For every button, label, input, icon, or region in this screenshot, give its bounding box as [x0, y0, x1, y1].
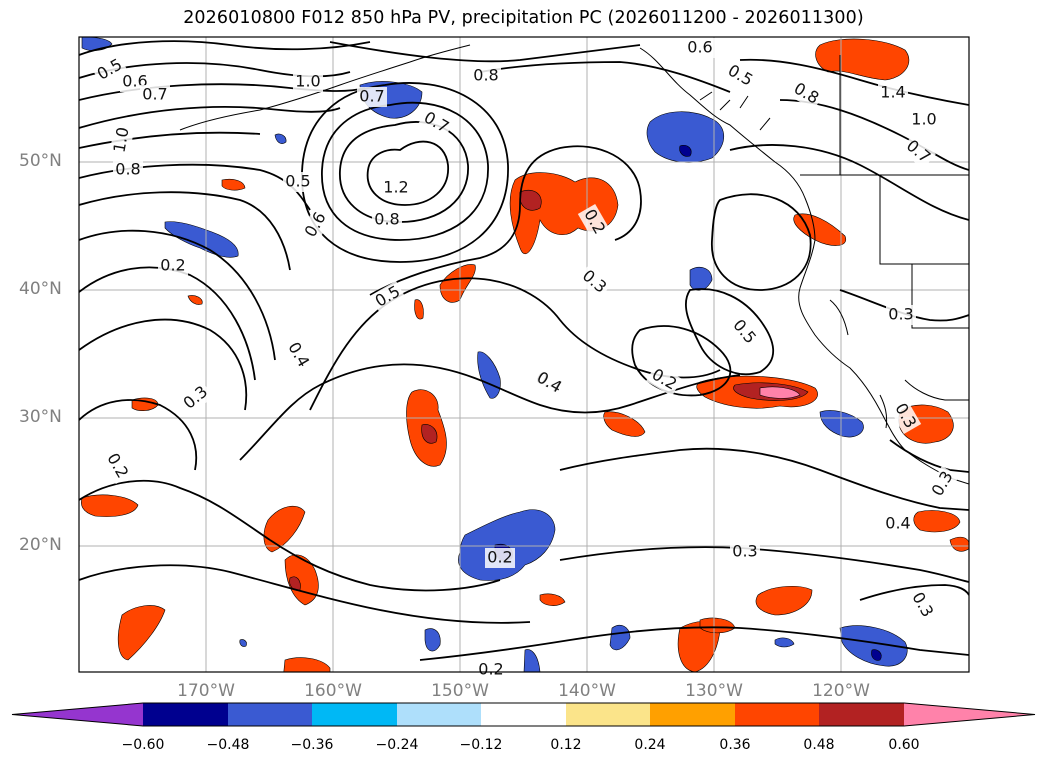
- contour-label-halo: [883, 514, 913, 534]
- contour-label: 0.8: [473, 66, 498, 85]
- colorbar-tick: −0.48: [206, 737, 250, 753]
- contour-label: 0.2: [487, 548, 512, 567]
- lat-label-40n: 40°N: [19, 279, 62, 299]
- contour-label: 0.3: [732, 542, 757, 561]
- contour-label-halo: [926, 466, 960, 502]
- contour-label: 1.2: [383, 178, 408, 197]
- contour-label: 0.3: [579, 266, 611, 297]
- contour-label-halo: [878, 83, 908, 103]
- contour-label: 1.0: [911, 110, 936, 129]
- contour-label-halo: [576, 264, 612, 300]
- lat-label-20n: 20°N: [19, 535, 62, 555]
- colorbar-tick: −0.12: [459, 737, 503, 753]
- contour-label: 0.5: [285, 172, 310, 191]
- contour-label-halo: [92, 53, 128, 87]
- contour-label: 0.5: [729, 316, 760, 348]
- lon-label-170w: 170°W: [177, 681, 235, 701]
- contour-label-halo: [685, 38, 715, 58]
- colorbar-tick: −0.60: [121, 737, 165, 753]
- contour-label: 1.4: [880, 83, 905, 102]
- precip-positive-blobs: [81, 38, 969, 672]
- colorbar-tick: −0.36: [290, 737, 334, 753]
- contour-label-halo: [293, 72, 323, 92]
- colorbar-tick: 0.36: [719, 737, 751, 753]
- contour-label: 0.8: [115, 160, 140, 179]
- contour-label-halo: [905, 587, 939, 623]
- contour-labels: 0.50.60.71.0 0.80.70.70.60.50.8 1.41.00.70…: [92, 38, 960, 680]
- contour-label-halo: [113, 160, 143, 180]
- contour-label: 0.4: [885, 514, 910, 533]
- contour-label-halo: [888, 398, 922, 434]
- contour-label-halo: [357, 87, 387, 107]
- pv-contours: [79, 40, 969, 661]
- contour-label-halo: [381, 178, 411, 198]
- contour-label-halo: [299, 207, 333, 243]
- lon-label-160w: 160°W: [304, 681, 362, 701]
- colorbar-tick: 0.60: [888, 737, 920, 753]
- contour-label-halo: [726, 314, 762, 350]
- contour-label-halo: [471, 66, 501, 86]
- contour-label-halo: [909, 110, 939, 130]
- contour-label-halo: [577, 204, 611, 240]
- lon-label-120w: 120°W: [812, 681, 870, 701]
- contour-label-halo: [722, 59, 758, 93]
- contour-label: 0.7: [359, 87, 384, 106]
- colorbar-tick: 0.48: [803, 737, 835, 753]
- contour-label: 1.0: [295, 72, 320, 91]
- contour-label-halo: [281, 337, 315, 373]
- contour-label-halo: [100, 448, 134, 484]
- plot-frame: [78, 36, 970, 673]
- contour-label: 0.2: [160, 256, 185, 275]
- lon-label-140w: 140°W: [558, 681, 616, 701]
- contour-label-halo: [900, 134, 936, 170]
- map-title: 2026010800 F012 850 hPa PV, precipitatio…: [183, 8, 864, 28]
- contour-label-halo: [476, 660, 506, 680]
- contour-label: 1.0: [109, 126, 132, 154]
- contour-label-halo: [370, 280, 406, 314]
- contour-label-halo: [646, 363, 682, 397]
- contour-label: 0.3: [888, 305, 913, 324]
- contour-label-halo: [485, 548, 515, 568]
- lon-label-130w: 130°W: [685, 681, 743, 701]
- contour-label-halo: [372, 210, 402, 230]
- lat-label-50n: 50°N: [19, 151, 62, 171]
- contour-label-halo: [140, 85, 170, 105]
- colorbar-tick: 0.24: [634, 737, 666, 753]
- contour-label-halo: [283, 172, 313, 192]
- lon-label-150w: 150°W: [431, 681, 489, 701]
- contour-label-halo: [158, 256, 188, 276]
- colorbar-tick: 0.12: [550, 737, 582, 753]
- contour-label-halo: [886, 305, 916, 325]
- contour-label-halo: [109, 123, 135, 157]
- contour-label-halo: [531, 366, 567, 400]
- contour-label: 0.8: [374, 210, 399, 229]
- contour-label-halo: [788, 77, 824, 111]
- contour-label: 0.7: [142, 85, 167, 104]
- contour-label: 0.2: [478, 660, 503, 679]
- lat-label-30n: 30°N: [19, 407, 62, 427]
- contour-label: 0.6: [687, 38, 712, 57]
- contour-label-halo: [418, 106, 454, 140]
- colorbar-tick: −0.24: [375, 737, 419, 753]
- contour-label-halo: [178, 380, 214, 416]
- contour-label-halo: [730, 542, 760, 562]
